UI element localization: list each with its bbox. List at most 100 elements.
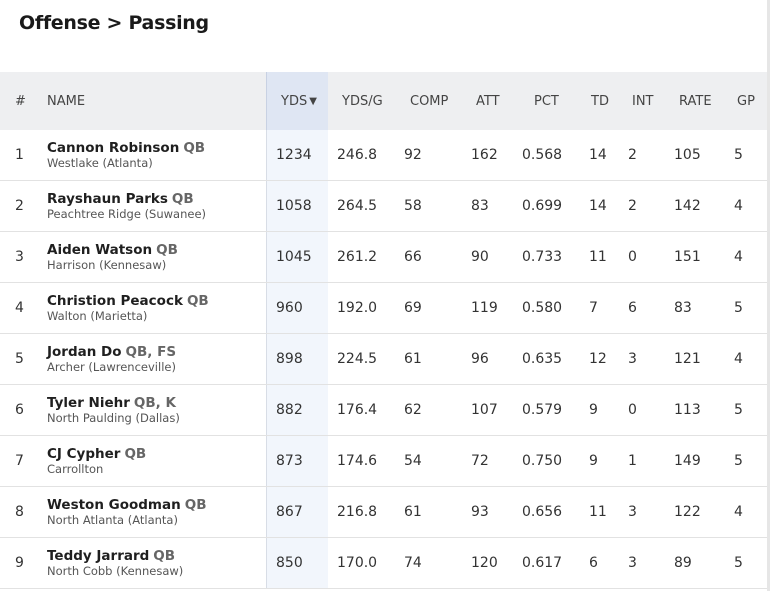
- pct-cell: 0.656: [522, 504, 563, 520]
- player-name-link[interactable]: CJ Cypher: [47, 445, 121, 462]
- column-header-td[interactable]: TD: [591, 93, 609, 109]
- td-cell: 11: [589, 504, 607, 520]
- player-cell: Cannon Robinson QB Westlake (Atlanta): [47, 130, 205, 180]
- player-line: Tyler Niehr QB, K: [47, 395, 176, 411]
- rate-cell: 105: [674, 147, 701, 163]
- column-header-name[interactable]: NAME: [47, 93, 86, 109]
- rate-cell: 142: [674, 198, 701, 214]
- table-row: 3 Aiden Watson QB Harrison (Kennesaw) 1045 26…: [0, 232, 767, 283]
- gp-cell: 4: [734, 504, 743, 520]
- player-position: QB, FS: [125, 343, 177, 360]
- player-name-link[interactable]: Christion Peacock: [47, 292, 183, 309]
- player-name-link[interactable]: Aiden Watson: [47, 241, 153, 258]
- rate-cell: 122: [674, 504, 701, 520]
- td-cell: 6: [589, 555, 598, 571]
- player-name-link[interactable]: Weston Goodman: [47, 496, 181, 513]
- player-line: Jordan Do QB, FS: [47, 344, 176, 360]
- td-cell: 9: [589, 453, 598, 469]
- player-cell: Jordan Do QB, FS Archer (Lawrenceville): [47, 334, 176, 384]
- rank-cell: 3: [15, 249, 24, 265]
- rate-cell: 151: [674, 249, 701, 265]
- passing-stats-table: # NAME YDS ▼ YDS/G COMP ATT PCT TD INT R…: [0, 72, 767, 589]
- pct-cell: 0.635: [522, 351, 563, 367]
- player-name-link[interactable]: Tyler Niehr: [47, 394, 130, 411]
- gp-cell: 4: [734, 198, 743, 214]
- yds-cell: 1045: [276, 249, 312, 265]
- table-row: 5 Jordan Do QB, FS Archer (Lawrenceville) 89…: [0, 334, 767, 385]
- rate-cell: 149: [674, 453, 701, 469]
- int-cell: 6: [628, 300, 637, 316]
- yds-cell: 1058: [276, 198, 312, 214]
- column-header-int[interactable]: INT: [632, 93, 654, 109]
- sort-desc-icon: ▼: [309, 95, 317, 107]
- player-line: Christion Peacock QB: [47, 293, 209, 309]
- comp-cell: 74: [404, 555, 422, 571]
- column-header-pct[interactable]: PCT: [534, 93, 559, 109]
- yds-cell: 850: [276, 555, 303, 571]
- player-school: Harrison (Kennesaw): [47, 257, 167, 272]
- rate-cell: 121: [674, 351, 701, 367]
- ydsg-cell: 170.0: [337, 555, 378, 571]
- sorted-column-highlight: [266, 72, 328, 130]
- gp-cell: 5: [734, 300, 743, 316]
- sorted-column-highlight: [266, 283, 328, 333]
- player-name-link[interactable]: Rayshaun Parks: [47, 190, 168, 207]
- player-line: CJ Cypher QB: [47, 446, 146, 462]
- yds-cell: 1234: [276, 147, 312, 163]
- att-cell: 96: [471, 351, 489, 367]
- column-header-gp[interactable]: GP: [737, 93, 755, 109]
- player-school: Archer (Lawrenceville): [47, 359, 176, 374]
- td-cell: 12: [589, 351, 607, 367]
- player-line: Aiden Watson QB: [47, 242, 178, 258]
- player-line: Cannon Robinson QB: [47, 140, 205, 156]
- rate-cell: 89: [674, 555, 692, 571]
- column-header-yds[interactable]: YDS ▼: [281, 72, 317, 130]
- table-row: 1 Cannon Robinson QB Westlake (Atlanta) 1234…: [0, 130, 767, 181]
- table-row: 2 Rayshaun Parks QB Peachtree Ridge (Suwane…: [0, 181, 767, 232]
- comp-cell: 62: [404, 402, 422, 418]
- int-cell: 1: [628, 453, 637, 469]
- player-line: Teddy Jarrard QB: [47, 548, 175, 564]
- comp-cell: 61: [404, 504, 422, 520]
- att-cell: 119: [471, 300, 498, 316]
- column-header-att[interactable]: ATT: [476, 93, 500, 109]
- ydsg-cell: 246.8: [337, 147, 378, 163]
- rank-cell: 6: [15, 402, 24, 418]
- player-position: QB: [156, 241, 178, 258]
- player-position: QB, K: [133, 394, 176, 411]
- scrollbar-track[interactable]: [767, 0, 770, 591]
- td-cell: 14: [589, 147, 607, 163]
- gp-cell: 4: [734, 249, 743, 265]
- player-name-link[interactable]: Teddy Jarrard: [47, 547, 150, 564]
- td-cell: 7: [589, 300, 598, 316]
- player-position: QB: [186, 292, 209, 309]
- column-header-rate[interactable]: RATE: [679, 93, 712, 109]
- sorted-column-highlight: [266, 538, 328, 588]
- int-cell: 0: [628, 249, 637, 265]
- table-row: 6 Tyler Niehr QB, K North Paulding (Dallas)…: [0, 385, 767, 436]
- sorted-column-highlight: [266, 487, 328, 537]
- int-cell: 0: [628, 402, 637, 418]
- ydsg-cell: 224.5: [337, 351, 378, 367]
- column-header-ydsg[interactable]: YDS/G: [342, 93, 383, 109]
- gp-cell: 5: [734, 453, 743, 469]
- player-cell: Teddy Jarrard QB North Cobb (Kennesaw): [47, 538, 183, 588]
- player-name-link[interactable]: Jordan Do: [47, 343, 122, 360]
- comp-cell: 58: [404, 198, 422, 214]
- column-header-rank[interactable]: #: [15, 93, 26, 109]
- comp-cell: 61: [404, 351, 422, 367]
- player-school: Carrollton: [47, 461, 104, 476]
- player-position: QB: [124, 445, 147, 462]
- sorted-column-highlight: [266, 436, 328, 486]
- comp-cell: 54: [404, 453, 422, 469]
- player-name-link[interactable]: Cannon Robinson: [47, 139, 180, 156]
- ydsg-cell: 264.5: [337, 198, 378, 214]
- sorted-column-highlight: [266, 385, 328, 435]
- column-header-comp[interactable]: COMP: [410, 93, 449, 109]
- rank-cell: 1: [15, 147, 24, 163]
- att-cell: 93: [471, 504, 489, 520]
- rank-cell: 8: [15, 504, 24, 520]
- sorted-column-highlight: [266, 334, 328, 384]
- rank-cell: 7: [15, 453, 24, 469]
- player-line: Rayshaun Parks QB: [47, 191, 194, 207]
